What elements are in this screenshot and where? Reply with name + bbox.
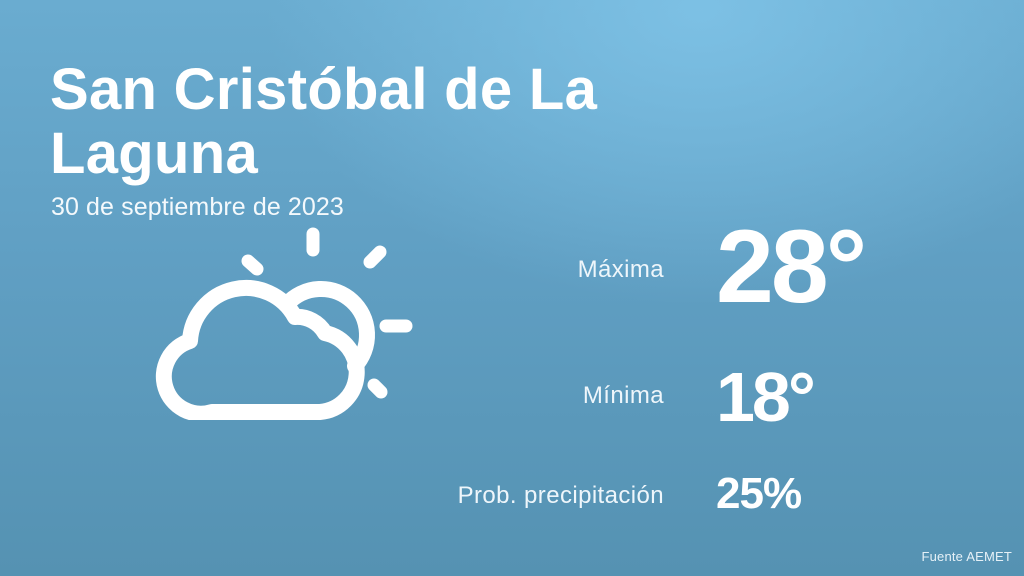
partly-cloudy-day-icon: [150, 220, 430, 422]
min-temp-value: 18°: [716, 358, 816, 436]
min-temp-label: Mínima: [582, 382, 664, 409]
max-temp-value: 28°: [716, 209, 867, 325]
precipitation-value: 25%: [716, 469, 802, 518]
source-credit: Fuente AEMET: [921, 549, 1012, 564]
max-temp-label: Máxima: [577, 256, 664, 283]
precipitation-label: Prob. precipitación: [457, 482, 664, 509]
location-title: San Cristóbal de La Laguna: [50, 57, 598, 186]
forecast-date: 30 de septiembre de 2023: [51, 193, 344, 221]
